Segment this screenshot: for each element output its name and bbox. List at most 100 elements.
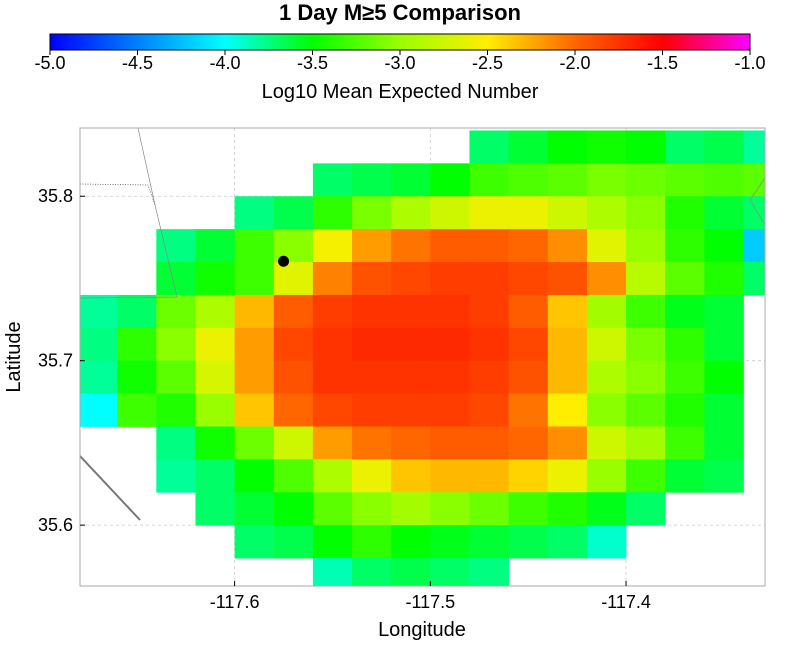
event-marker xyxy=(278,256,289,267)
heatmap-cell xyxy=(665,459,705,492)
heatmap-cell xyxy=(509,196,549,229)
heatmap-cell xyxy=(274,361,314,394)
heatmap-cell xyxy=(783,163,800,196)
heatmap-cell xyxy=(743,130,783,163)
heatmap-cell xyxy=(78,394,118,427)
heatmap-cell xyxy=(509,163,549,196)
heatmap-cell xyxy=(704,196,744,229)
heatmap-cell xyxy=(469,492,509,525)
heatmap-cell xyxy=(391,361,431,394)
heatmap-cell xyxy=(548,295,588,328)
heatmap-cell xyxy=(352,492,392,525)
heatmap-cell xyxy=(587,361,627,394)
heatmap-cell xyxy=(195,229,235,262)
heatmap-cell xyxy=(548,262,588,295)
heatmap-cell xyxy=(509,130,549,163)
heatmap-cell xyxy=(548,196,588,229)
heatmap-cell xyxy=(587,163,627,196)
heatmap-cell xyxy=(469,130,509,163)
heatmap-cell xyxy=(313,163,353,196)
heatmap-cell xyxy=(235,492,275,525)
heatmap-cell xyxy=(391,492,431,525)
heatmap-cell xyxy=(704,426,744,459)
heatmap-cell xyxy=(78,295,118,328)
heatmap-cell xyxy=(195,459,235,492)
heatmap-cell xyxy=(548,525,588,558)
heatmap-cell xyxy=(391,394,431,427)
heatmap-cell xyxy=(195,328,235,361)
heatmap-cell xyxy=(274,426,314,459)
heatmap-cell xyxy=(548,394,588,427)
heatmap-cell xyxy=(195,394,235,427)
heatmap-cell xyxy=(78,361,118,394)
heatmap-cell xyxy=(391,525,431,558)
heatmap-cell xyxy=(352,229,392,262)
heatmap-cell xyxy=(704,295,744,328)
heatmap-cell xyxy=(469,426,509,459)
heatmap-cell xyxy=(509,492,549,525)
heatmap-cell xyxy=(156,459,196,492)
heatmap-cell xyxy=(587,492,627,525)
colorbar-tick-label: -5.0 xyxy=(34,53,65,73)
heatmap-cell xyxy=(548,229,588,262)
heatmap-cell xyxy=(509,229,549,262)
heatmap-cell xyxy=(469,163,509,196)
heatmap-cell xyxy=(509,262,549,295)
heatmap-cell xyxy=(235,262,275,295)
heatmap-cell xyxy=(430,196,470,229)
heatmap-cell xyxy=(626,426,666,459)
heatmap-cell xyxy=(156,328,196,361)
heatmap-cell xyxy=(509,394,549,427)
heatmap-cell xyxy=(274,295,314,328)
heatmap-cell xyxy=(274,525,314,558)
heatmap-cell xyxy=(665,196,705,229)
heatmap-cell xyxy=(352,361,392,394)
heatmap-cell xyxy=(313,328,353,361)
heatmap-cell xyxy=(391,262,431,295)
heatmap-cell xyxy=(587,229,627,262)
heatmap-cell xyxy=(195,361,235,394)
heatmap-cell xyxy=(469,394,509,427)
heatmap-cell xyxy=(313,196,353,229)
heatmap-cell xyxy=(274,262,314,295)
heatmap-cell xyxy=(626,262,666,295)
heatmap-cell xyxy=(117,295,157,328)
heatmap-cell xyxy=(509,426,549,459)
heatmap-cell xyxy=(235,426,275,459)
heatmap-cell xyxy=(509,295,549,328)
heatmap-cell xyxy=(704,229,744,262)
heatmap-cell xyxy=(548,163,588,196)
x-tick-label: -117.4 xyxy=(601,592,651,612)
heatmap-cell xyxy=(313,361,353,394)
heatmap-cell xyxy=(156,262,196,295)
heatmap-cell xyxy=(509,361,549,394)
colorbar-ticks: -5.0 -4.5 -4.0 -3.5 -3.0 -2.5 -2.0 -1.5 -1.0 xyxy=(34,50,765,73)
heatmap-cell xyxy=(274,459,314,492)
colorbar-tick-label: -3.0 xyxy=(384,53,415,73)
heatmap-cell xyxy=(704,262,744,295)
heatmap-cell xyxy=(704,328,744,361)
heatmap-cell xyxy=(704,130,744,163)
heatmap-cell xyxy=(391,163,431,196)
heatmap-cell xyxy=(117,328,157,361)
heatmap-cell xyxy=(391,196,431,229)
heatmap-cell xyxy=(587,328,627,361)
heatmap-cell xyxy=(352,459,392,492)
heatmap-cell xyxy=(665,262,705,295)
heatmap-cell xyxy=(235,525,275,558)
heatmap-cell xyxy=(352,262,392,295)
heatmap-cell xyxy=(665,130,705,163)
colorbar-tick-label: -3.5 xyxy=(297,53,328,73)
heatmap-cell xyxy=(665,295,705,328)
heatmap-cell xyxy=(469,229,509,262)
heatmap-cell xyxy=(704,459,744,492)
heatmap-cell xyxy=(469,459,509,492)
heatmap-cell xyxy=(704,361,744,394)
heatmap-cell xyxy=(626,328,666,361)
heatmap-cell xyxy=(626,295,666,328)
heatmap-cell xyxy=(430,492,470,525)
colorbar-tick-label: -2.5 xyxy=(472,53,503,73)
heatmap-cell xyxy=(195,492,235,525)
heatmap-cell xyxy=(509,525,549,558)
